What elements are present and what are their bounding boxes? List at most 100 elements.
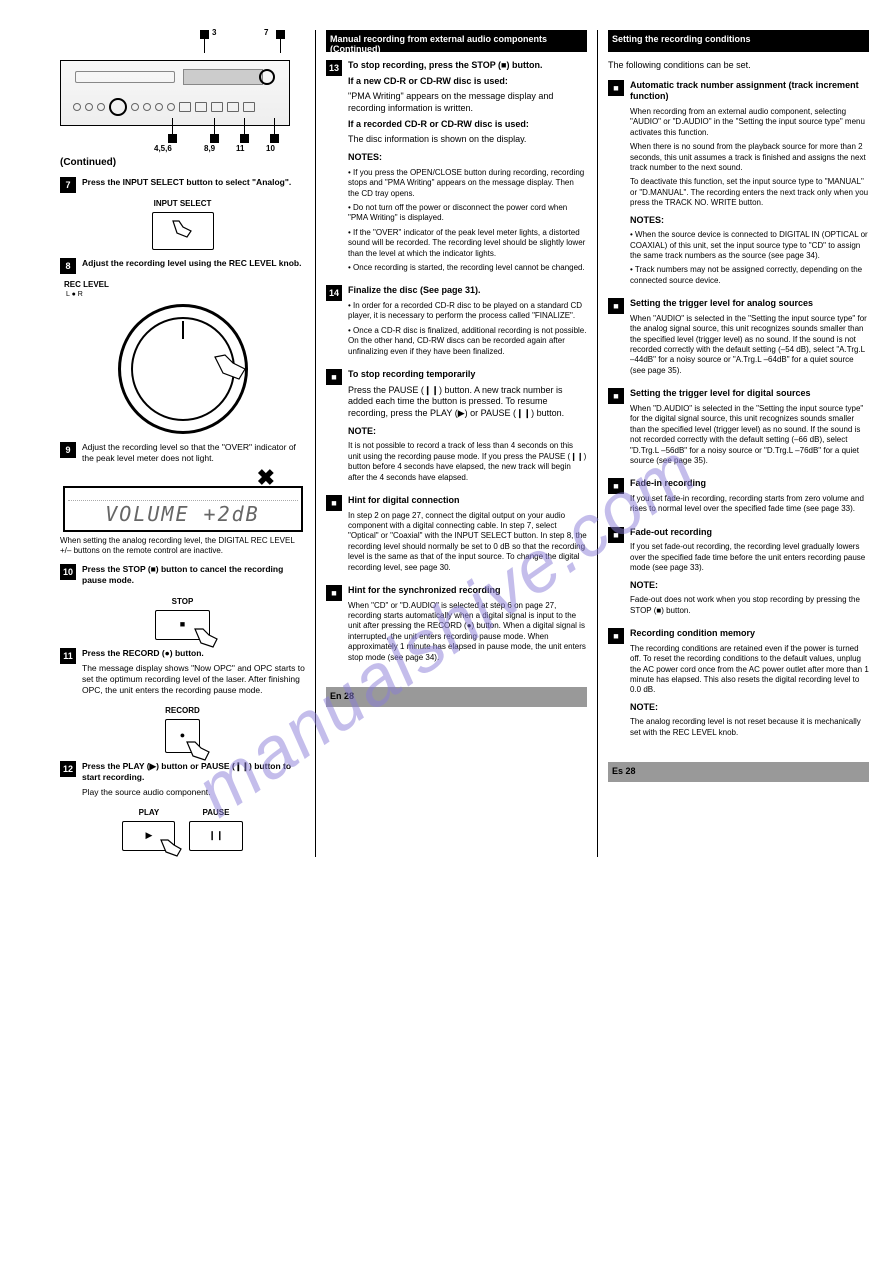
- step-11: 11 Press the RECORD (●) button. The mess…: [60, 648, 305, 700]
- section-header-text: Setting the recording conditions: [608, 30, 869, 50]
- marker-label: 10: [266, 144, 275, 154]
- step-text: Adjust the recording level so that the "…: [82, 442, 305, 464]
- body-text: When "AUDIO" is selected in the "Setting…: [630, 314, 869, 376]
- note-text: Fade-out does not work when you stop rec…: [630, 595, 869, 616]
- subtitle: If a new CD-R or CD-RW disc is used:: [348, 76, 508, 86]
- note-text: The analog recording level is not reset …: [630, 717, 869, 738]
- rec-level-label: REC LEVEL: [64, 280, 305, 290]
- hint-sync: ■ Hint for the synchronized recording Wh…: [326, 585, 587, 667]
- continued-label: (Continued): [60, 156, 305, 169]
- body-text: When recording from an external audio co…: [630, 107, 869, 138]
- notes-header: NOTES:: [630, 215, 869, 227]
- body-text: When "D.AUDIO" is selected in the "Setti…: [630, 404, 869, 466]
- step-number: 14: [326, 285, 342, 301]
- section-header: Manual recording from external audio com…: [326, 30, 587, 52]
- page-layout: 3 7 4,5,6 8,9: [0, 0, 893, 857]
- bullet-marker: ■: [608, 628, 624, 644]
- input-select-button: [152, 212, 214, 250]
- step-8: 8 Adjust the recording level using the R…: [60, 258, 305, 274]
- hint-digital: ■ Hint for digital connection In step 2 …: [326, 495, 587, 577]
- record-button: ●: [165, 719, 200, 753]
- pause-icon: ❙❙: [208, 830, 223, 840]
- rec-level-knob: [118, 304, 248, 434]
- aside-stop-temp: ■ To stop recording temporarily Press th…: [326, 369, 587, 487]
- step-10: 10 Press the STOP (■) button to cancel t…: [60, 564, 305, 590]
- record-icon: ●: [180, 730, 185, 740]
- cond-title: Automatic track number assignment (track…: [630, 80, 859, 102]
- marker-label: 11: [236, 144, 244, 154]
- stop-button: ■: [155, 610, 210, 640]
- subtitle: If a recorded CD-R or CD-RW disc is used…: [348, 119, 529, 129]
- notes-header: NOTES:: [348, 152, 587, 164]
- step-note: When setting the analog recording level,…: [60, 536, 305, 557]
- section-header: Setting the recording conditions: [608, 30, 869, 52]
- note-header: NOTE:: [630, 702, 869, 714]
- step-number: 13: [326, 60, 342, 76]
- aside-title: To stop recording temporarily: [348, 369, 475, 379]
- note-text: It is not possible to record a track of …: [348, 441, 587, 483]
- bullet-marker: ■: [326, 495, 342, 511]
- step-14: 14 Finalize the disc (See page 31). • In…: [326, 285, 587, 361]
- step-number: 9: [60, 442, 76, 458]
- step-7: 7 Press the INPUT SELECT button to selec…: [60, 177, 305, 193]
- body-text: In step 2 on page 27, connect the digita…: [348, 511, 587, 573]
- column-left: 3 7 4,5,6 8,9: [60, 30, 305, 857]
- body-text: Press the PAUSE (❙❙) button. A new track…: [348, 385, 587, 420]
- button-label: INPUT SELECT: [60, 199, 305, 209]
- step-12: 12 Press the PLAY (▶) button or PAUSE (❙…: [60, 761, 305, 802]
- note-text: • If you press the OPEN/CLOSE button dur…: [348, 168, 587, 199]
- step-text: Adjust the recording level using the REC…: [82, 258, 301, 268]
- column-middle: Manual recording from external audio com…: [315, 30, 587, 857]
- rec-level-sublabel: L ● R: [66, 290, 305, 299]
- cond-trigger-digital: ■ Setting the trigger level for digital …: [608, 388, 869, 470]
- button-label: PLAY: [122, 808, 175, 818]
- column-right: Setting the recording conditions The fol…: [597, 30, 869, 857]
- bullet-marker: ■: [608, 388, 624, 404]
- step-number: 7: [60, 177, 76, 193]
- device-diagram: 3 7 4,5,6 8,9: [60, 30, 290, 150]
- intro-text: The following conditions can be set.: [608, 60, 869, 72]
- step-text: Press the PLAY (▶) button or PAUSE (❙❙) …: [82, 761, 291, 782]
- cond-title: Fade-in recording: [630, 478, 706, 488]
- bullet-text: • Once a CD-R disc is finalized, additio…: [348, 326, 587, 357]
- lcd-text: VOLUME +2dB: [68, 501, 298, 527]
- button-label: PAUSE: [189, 808, 242, 818]
- bullet-marker: ■: [608, 298, 624, 314]
- bullet-marker: ■: [326, 585, 342, 601]
- marker-label: 7: [264, 28, 268, 38]
- body-text: To deactivate this function, set the inp…: [630, 177, 869, 208]
- hint-title: Hint for the synchronized recording: [348, 585, 501, 595]
- lcd-display: VOLUME +2dB: [63, 486, 303, 532]
- step-text: Press the RECORD (●) button.: [82, 648, 204, 658]
- body-text: The disc information is shown on the dis…: [348, 134, 587, 146]
- section-header-text: Manual recording from external audio com…: [326, 30, 587, 60]
- body-text: When "CD" or "D.AUDIO" is selected at st…: [348, 601, 587, 663]
- marker-label: 8,9: [204, 144, 215, 154]
- cond-track-increment: ■ Automatic track number assignment (tra…: [608, 80, 869, 291]
- bullet-marker: ■: [608, 527, 624, 543]
- cond-title: Setting the trigger level for analog sou…: [630, 298, 813, 308]
- button-label: STOP: [60, 597, 305, 607]
- step-number: 8: [60, 258, 76, 274]
- cond-trigger-analog: ■ Setting the trigger level for analog s…: [608, 298, 869, 380]
- step-subtext: Play the source audio component.: [82, 787, 305, 798]
- note-text: • Once recording is started, the recordi…: [348, 263, 587, 273]
- stop-icon: ■: [180, 619, 185, 629]
- note-text: • Do not turn off the power or disconnec…: [348, 203, 587, 224]
- step-text: Press the INPUT SELECT button to select …: [82, 177, 291, 187]
- cond-title: Fade-out recording: [630, 527, 712, 537]
- marker-label: 4,5,6: [154, 144, 172, 154]
- bullet-marker: ■: [608, 478, 624, 494]
- note-text: • If the "OVER" indicator of the peak le…: [348, 228, 587, 259]
- page-footer: Es 28: [608, 762, 869, 782]
- step-13: 13 To stop recording, press the STOP (■)…: [326, 60, 587, 277]
- body-text: The recording conditions are retained ev…: [630, 644, 869, 696]
- page-footer: En 28: [326, 687, 587, 707]
- body-text: "PMA Writing" appears on the message dis…: [348, 91, 587, 114]
- step-number: 10: [60, 564, 76, 580]
- button-label: RECORD: [60, 706, 305, 716]
- note-text: • Track numbers may not be assigned corr…: [630, 265, 869, 286]
- note-text: • When the source device is connected to…: [630, 230, 869, 261]
- bullet-text: • In order for a recorded CD-R disc to b…: [348, 301, 587, 322]
- step-title: Finalize the disc (See page 31).: [348, 285, 481, 295]
